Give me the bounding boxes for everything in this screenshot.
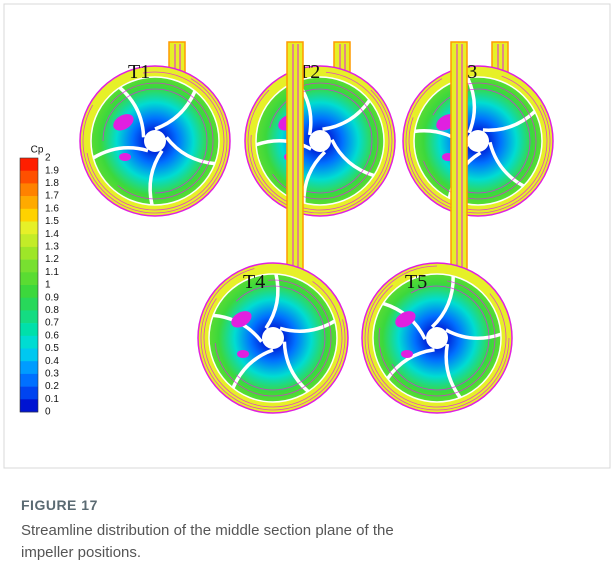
- colorbar-label: 1.1: [45, 267, 59, 278]
- colorbar-label: 1.8: [45, 178, 59, 189]
- colorbar-label: 1: [45, 280, 51, 291]
- colorbar-segment: [20, 310, 38, 323]
- colorbar-segment: [20, 247, 38, 260]
- colorbar-label: 2: [45, 153, 51, 164]
- colorbar-label: 1.9: [45, 165, 59, 176]
- vortex: [401, 350, 413, 358]
- colorbar-segment: [20, 399, 38, 412]
- hub: [467, 130, 489, 152]
- colorbar-segment: [20, 183, 38, 196]
- hub: [262, 327, 284, 349]
- colorbar-segment: [20, 260, 38, 273]
- pump-panel: [57, 42, 254, 239]
- colorbar-title: Cp: [31, 145, 44, 156]
- colorbar-label: 0.8: [45, 305, 59, 316]
- caption-line: Streamline distribution of the middle se…: [21, 522, 394, 539]
- vortex: [237, 350, 249, 358]
- colorbar-label: 0.4: [45, 356, 59, 367]
- colorbar-segment: [20, 196, 38, 209]
- colorbar-segment: [20, 349, 38, 362]
- panel-label: T4: [243, 271, 265, 293]
- colorbar-segment: [20, 323, 38, 336]
- colorbar-segment: [20, 361, 38, 374]
- colorbar-segment: [20, 158, 38, 171]
- colorbar-label: 1.3: [45, 242, 59, 253]
- colorbar-segment: [20, 171, 38, 184]
- colorbar-segment: [20, 222, 38, 235]
- colorbar-label: 0.1: [45, 394, 59, 405]
- hub: [426, 327, 448, 349]
- colorbar-label: 0.3: [45, 369, 59, 380]
- colorbar-segment: [20, 387, 38, 400]
- panel-label: T1: [128, 61, 150, 83]
- figure-label: FIGURE 17: [21, 497, 98, 513]
- figure: Cp 21.9 1.8 1.71.6 1.5 1.4 1.31.2 1.1 10.9 0.8 0.…: [0, 0, 614, 583]
- pump-panel: [380, 42, 577, 239]
- panel-label: T5: [405, 271, 427, 293]
- colorbar-segment: [20, 209, 38, 222]
- colorbar-segment: [20, 374, 38, 387]
- colorbar-segment: [20, 336, 38, 349]
- caption-line: impeller positions.: [21, 544, 141, 561]
- colorbar-label: 1.4: [45, 229, 59, 240]
- hub: [144, 130, 166, 152]
- colorbar-label: 0: [45, 407, 51, 418]
- colorbar-segment: [20, 234, 38, 247]
- colorbar-segment: [20, 298, 38, 311]
- colorbar-label: 0.7: [45, 318, 59, 329]
- colorbar-label: 0.2: [45, 381, 59, 392]
- colorbar-segment: [20, 272, 38, 285]
- panels: T1T2T3T4T5: [57, 39, 577, 435]
- colorbar-label: 0.5: [45, 343, 59, 354]
- colorbar-segment: [20, 285, 38, 298]
- colorbar-label: 1.5: [45, 216, 59, 227]
- colorbar-label: 1.2: [45, 254, 59, 265]
- colorbar-label: 0.9: [45, 292, 59, 303]
- vortex: [119, 153, 131, 161]
- hub: [309, 130, 331, 152]
- colorbar-label: 1.7: [45, 191, 59, 202]
- colorbar: 21.91.81.71.61.51.41.31.21.110.90.80.70.…: [20, 153, 59, 418]
- colorbar-label: 1.6: [45, 203, 59, 214]
- colorbar-label: 0.6: [45, 330, 59, 341]
